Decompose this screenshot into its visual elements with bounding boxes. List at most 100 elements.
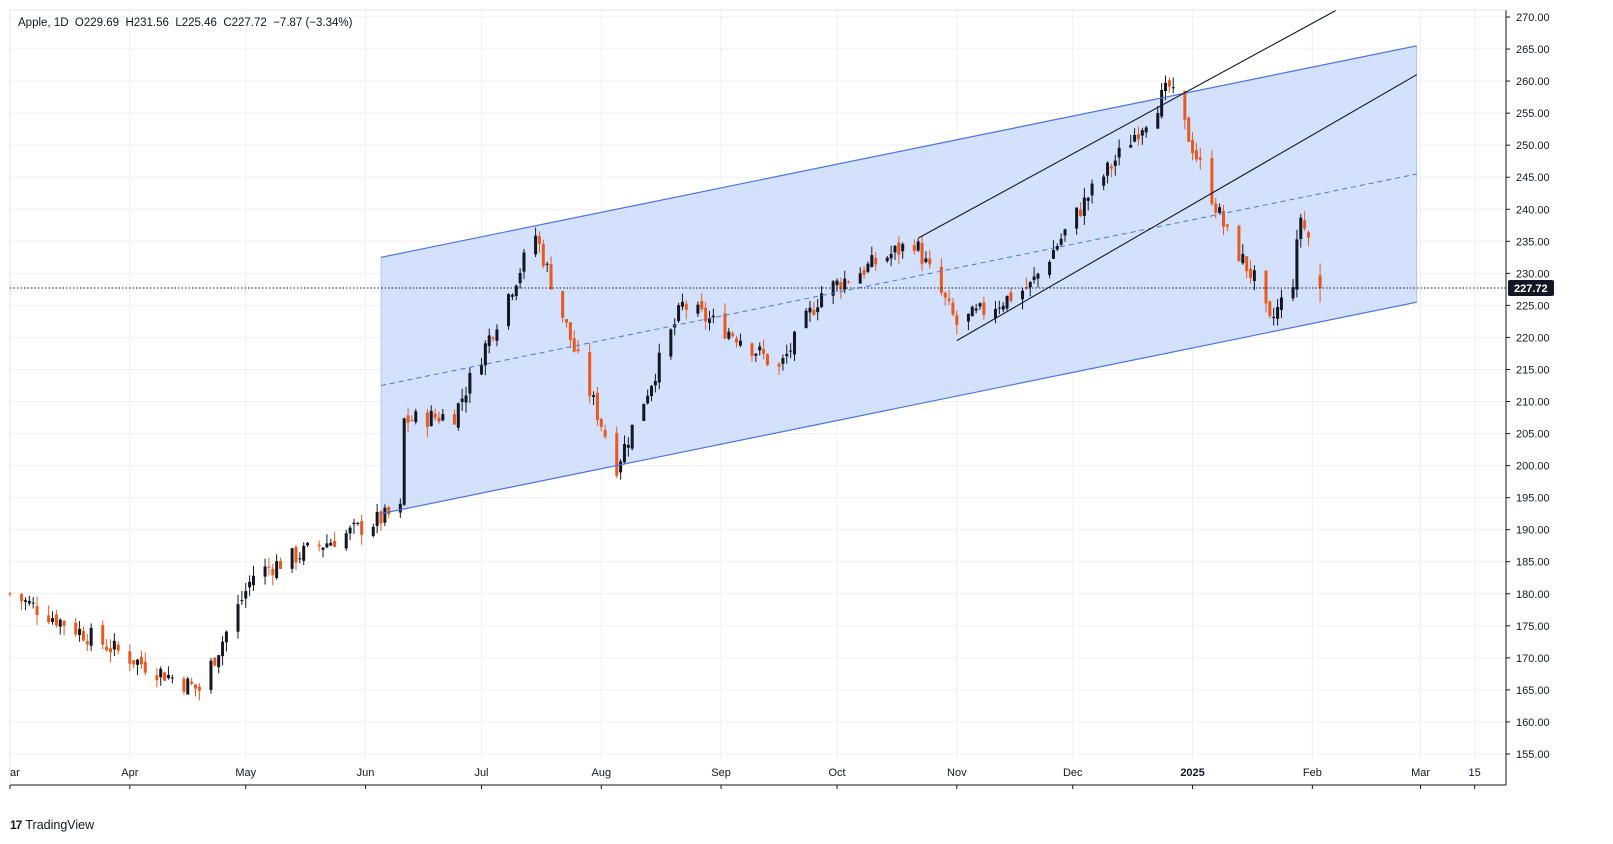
y-tick-label: 215.00 [1516,364,1550,376]
legend-low: 225.46 [181,17,217,29]
candle-body [317,544,321,547]
candle-body [1063,229,1067,236]
candle-body [1303,220,1307,229]
current-price-tag-label: 227.72 [1514,283,1548,295]
candle-body [1117,147,1121,158]
candle-body [398,503,402,513]
symbol-legend: Apple, 1D O229.69 H231.56 L225.46 C227.7… [18,17,353,29]
candle-body [1109,166,1113,169]
candle-body [1156,113,1160,129]
current-price-tag [1508,279,1554,296]
candle-body [248,581,252,588]
candle-body [866,263,870,272]
candle-body [572,338,576,352]
candle-body [325,543,329,548]
channel-upper-line[interactable] [380,45,1417,258]
candle-body [1106,162,1110,176]
y-tick-label: 160.00 [1516,717,1550,729]
candle-body [101,625,105,645]
candle-body [1021,290,1025,300]
candle-body [707,319,711,323]
y-tick-label: 260.00 [1516,76,1550,88]
candle-body [537,236,541,245]
candle-body [240,600,244,602]
candle-body [483,343,487,366]
legend-high: 231.56 [133,17,169,29]
candle-body [224,631,228,643]
candle-body [561,290,565,318]
candle-body [85,641,89,645]
candle-body [464,395,468,403]
x-tick-label: Nov [947,767,967,779]
candle-body [630,424,634,449]
candle-body [1144,127,1148,133]
candle-body [1291,287,1295,299]
candle-body [622,444,626,463]
trendline-2[interactable] [956,74,1417,342]
candle-body [615,432,619,476]
candle-body [565,319,568,323]
candle-body [1051,250,1055,259]
candle-body [1075,207,1079,229]
candle-body [1167,80,1171,87]
y-tick-label: 185.00 [1516,557,1550,569]
trendline-1[interactable] [917,10,1336,239]
candle-body [333,541,337,547]
candle-body [1237,225,1241,262]
candle-body [727,331,731,339]
candle-body [1102,176,1106,186]
candle-body [820,293,824,308]
channel-lower-line[interactable] [380,301,1417,515]
candle-body [155,675,159,681]
legend-close: 227.72 [231,17,267,29]
candle-body [244,591,248,599]
candle-body [974,308,978,311]
candle-body [541,244,545,267]
candle-body [1164,82,1168,91]
x-tick-label: Jul [474,767,488,779]
candle-body [166,674,170,679]
y-tick-label: 245.00 [1516,172,1550,184]
candle-body [275,561,279,578]
candle-body [1318,275,1322,288]
candle-body [982,302,986,315]
candle-body [1183,90,1187,120]
candle-body [684,303,688,310]
candle-body [290,548,294,569]
candle-body [348,527,352,534]
candle-body [754,353,758,356]
candle-body [406,415,410,423]
y-tick-label: 155.00 [1516,749,1550,761]
candle-body [54,614,58,626]
candle-body [765,354,769,366]
candle-body [966,313,970,322]
candle-body [132,660,136,665]
candle-body [1086,197,1090,201]
candle-body [993,308,997,319]
y-tick-label: 175.00 [1516,621,1550,633]
candle-body [858,273,862,284]
candle-body [89,627,93,646]
candle-body [356,522,360,524]
candle-body [62,620,66,626]
candle-body [1005,295,1009,309]
x-tick-label: Sep [711,767,731,779]
candle-body [762,349,766,354]
y-tick-label: 220.00 [1516,332,1550,344]
candle-body [128,651,132,664]
candle-body [793,331,797,355]
candle-body [371,526,375,536]
y-tick-label: 270.00 [1516,12,1550,24]
legend-symbol: Apple [18,17,48,29]
candle-body [279,560,283,569]
candle-body [321,547,325,550]
candle-body [924,258,928,263]
candle-body [901,244,905,252]
candle-body [379,511,383,524]
tradingview-brand[interactable]: 17 TradingView [10,818,94,832]
x-tick-label: May [235,767,256,779]
candle-body [897,242,901,255]
candle-body [653,381,657,386]
y-tick-label: 225.00 [1516,300,1550,312]
